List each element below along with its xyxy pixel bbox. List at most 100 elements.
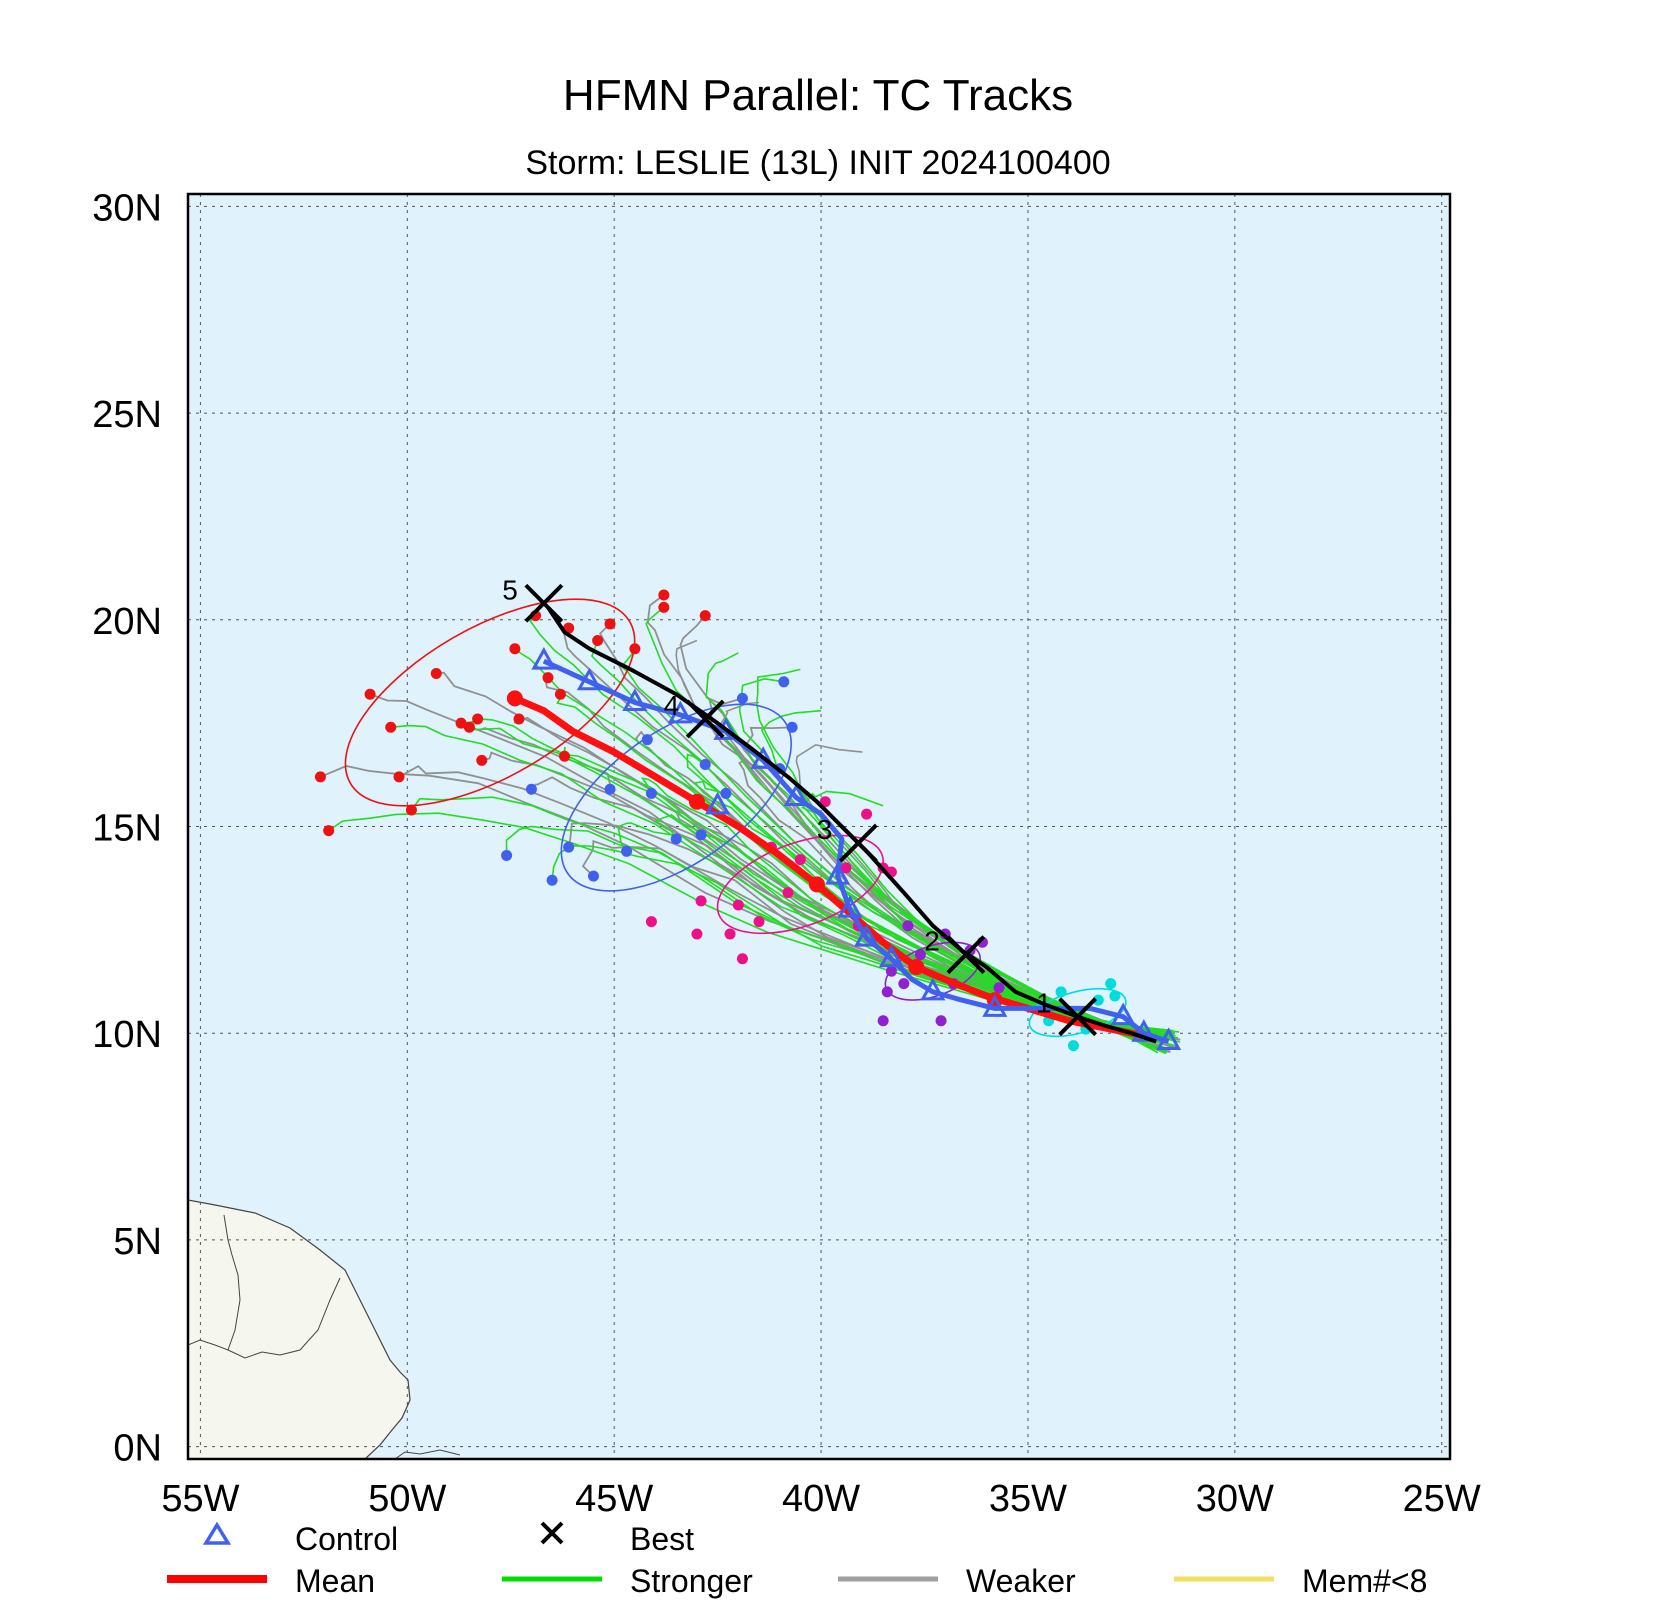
member-day-points [314,589,1121,1052]
member-point-day4 [604,783,616,795]
lat-tick-label: 20N [92,601,162,643]
member-point-day5 [463,721,475,733]
member-point-day3 [782,887,794,899]
best-track-x-marker [685,699,725,739]
legend: Control Best Mean Stronger Weaker Mem#<8 [167,1521,1427,1599]
mean-track-marker [808,876,825,893]
member-point-day1 [1109,990,1121,1002]
member-point-day4 [695,829,707,841]
best-track-x-marker [1058,997,1098,1037]
member-point-day4 [587,870,599,882]
chart-title: HFMN Parallel: TC Tracks [563,71,1073,120]
member-point-day5 [559,750,571,762]
member-point-day1 [1105,978,1117,990]
control-track-marker [705,791,731,815]
lat-tick-label: 25N [92,394,162,436]
member-point-day2 [902,920,914,932]
member-point-day5 [604,618,616,630]
legend-stronger-label: Stronger [630,1563,753,1599]
control-track-marker [713,717,739,740]
member-point-day5 [658,589,670,601]
land-border [227,1277,341,1359]
control-track-marker [1110,1002,1136,1026]
lon-tick-label: 25W [1403,1478,1481,1520]
best-track-day-label: 2 [924,926,940,957]
legend-best-label: Best [630,1521,694,1557]
lat-tick-label: 5N [113,1221,162,1263]
stronger-member-track [640,777,1178,1048]
member-point-day4 [563,841,575,853]
chart-subtitle: Storm: LESLIE (13L) INIT 2024100400 [525,144,1110,182]
mean-track-marker [688,793,705,810]
member-point-day5 [629,643,641,655]
member-point-day2 [877,1015,889,1027]
best-track-day-label: 3 [817,814,833,845]
lat-tick-label: 10N [92,1014,162,1056]
member-point-day4 [641,734,653,746]
member-point-day2 [914,949,926,961]
member-point-day3 [861,808,873,820]
best-track-x-marker [838,823,878,863]
member-point-day4 [786,721,798,733]
lon-tick-label: 55W [161,1478,239,1520]
member-point-day2 [935,1015,947,1027]
member-point-day2 [993,982,1005,994]
control-track-marker [1156,1027,1182,1050]
mean-track-marker [506,690,523,707]
control-track-marker [531,647,557,670]
member-point-day5 [323,825,335,837]
control-track-marker [825,862,851,885]
stronger-member-track [562,746,1168,1054]
member-point-day4 [645,787,657,799]
member-point-day4 [621,845,633,857]
control-track-marker [878,944,904,968]
land-border [394,1449,461,1459]
control-track-marker [750,746,776,769]
south-america-land [188,1199,411,1459]
best-track-day-label: 4 [664,690,680,721]
lon-tick-label: 50W [368,1478,446,1520]
member-point-day2 [881,986,893,998]
member-point-day4 [546,874,558,886]
legend-weaker-label: Weaker [966,1563,1076,1599]
control-track-marker [667,700,693,724]
member-point-day5 [385,721,397,733]
lon-tick-label: 45W [575,1478,653,1520]
member-point-day5 [393,771,405,783]
member-point-day4 [501,849,513,861]
best-track-day-label: 1 [1036,988,1052,1019]
member-point-day5 [554,688,566,700]
member-point-day3 [794,854,806,866]
member-point-day3 [645,916,657,928]
member-point-day3 [840,862,852,874]
lat-tick-label: 0N [113,1428,162,1470]
uncertainty-ellipse-day3 [716,834,885,935]
lon-tick-label: 40W [782,1478,860,1520]
best-track-layer: 1 2 3 4 5 [502,574,1157,1044]
legend-mem-label: Mem#<8 [1302,1563,1427,1599]
legend-control-label: Control [295,1521,398,1557]
control-track-marker [837,895,863,918]
member-point-day5 [658,601,670,613]
stronger-member-track [645,606,1174,1035]
member-point-day5 [592,634,604,646]
best-track-day-label: 5 [502,574,518,605]
member-point-day3 [724,928,736,940]
control-track-marker [576,667,602,691]
member-point-day4 [699,758,711,770]
member-point-day2 [898,978,910,990]
uncertainty-ellipse-day4 [560,703,792,892]
member-point-day4 [778,676,790,688]
member-point-day5 [699,610,711,622]
member-point-day5 [364,688,376,700]
control-track-marker [1131,1019,1157,1042]
member-point-day3 [753,916,765,928]
legend-control-symbol [202,1521,232,1545]
member-point-day5 [405,804,417,816]
lat-tick-label: 30N [92,187,162,229]
member-point-day3 [736,953,748,965]
member-point-day1 [1067,1040,1079,1052]
legend-best-symbol [540,1521,564,1545]
member-point-day1 [1055,986,1067,998]
